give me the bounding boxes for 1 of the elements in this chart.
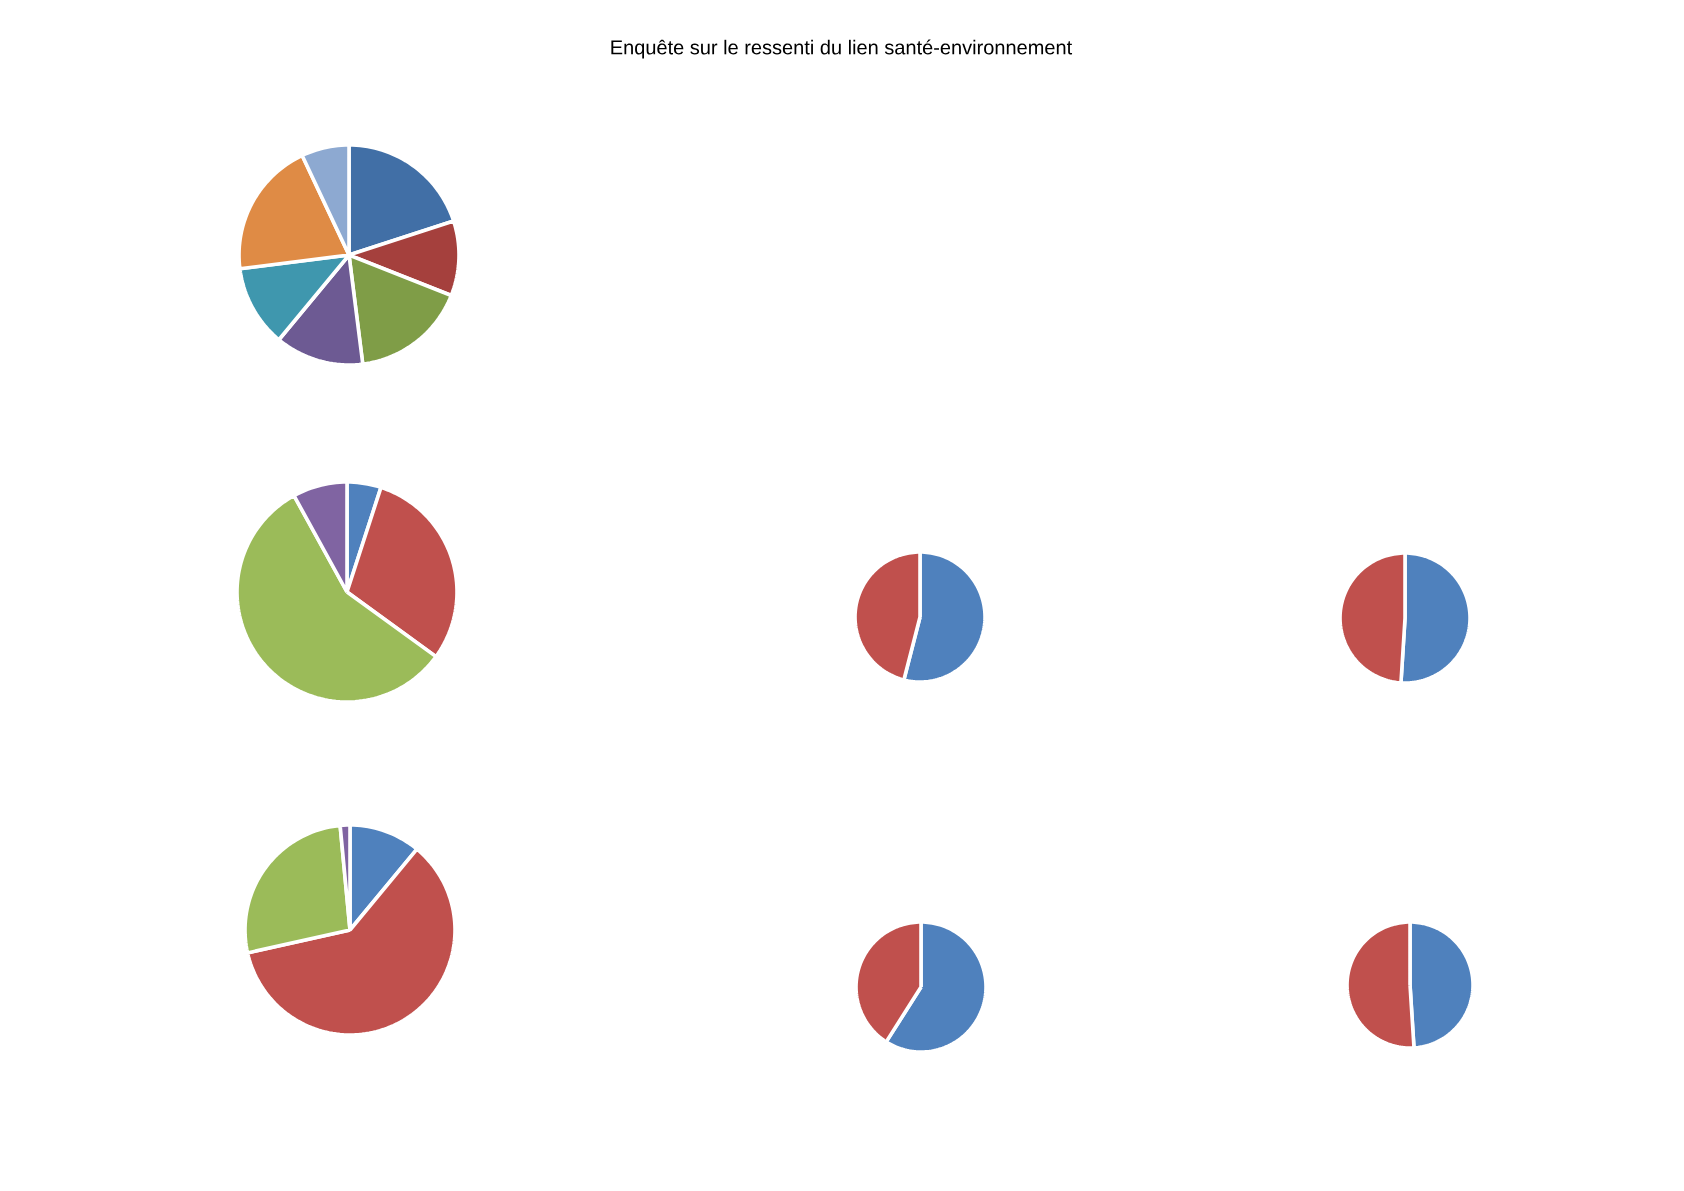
text: Enquête sur le ressenti du lien santé-environnement [611, 39, 1073, 59]
